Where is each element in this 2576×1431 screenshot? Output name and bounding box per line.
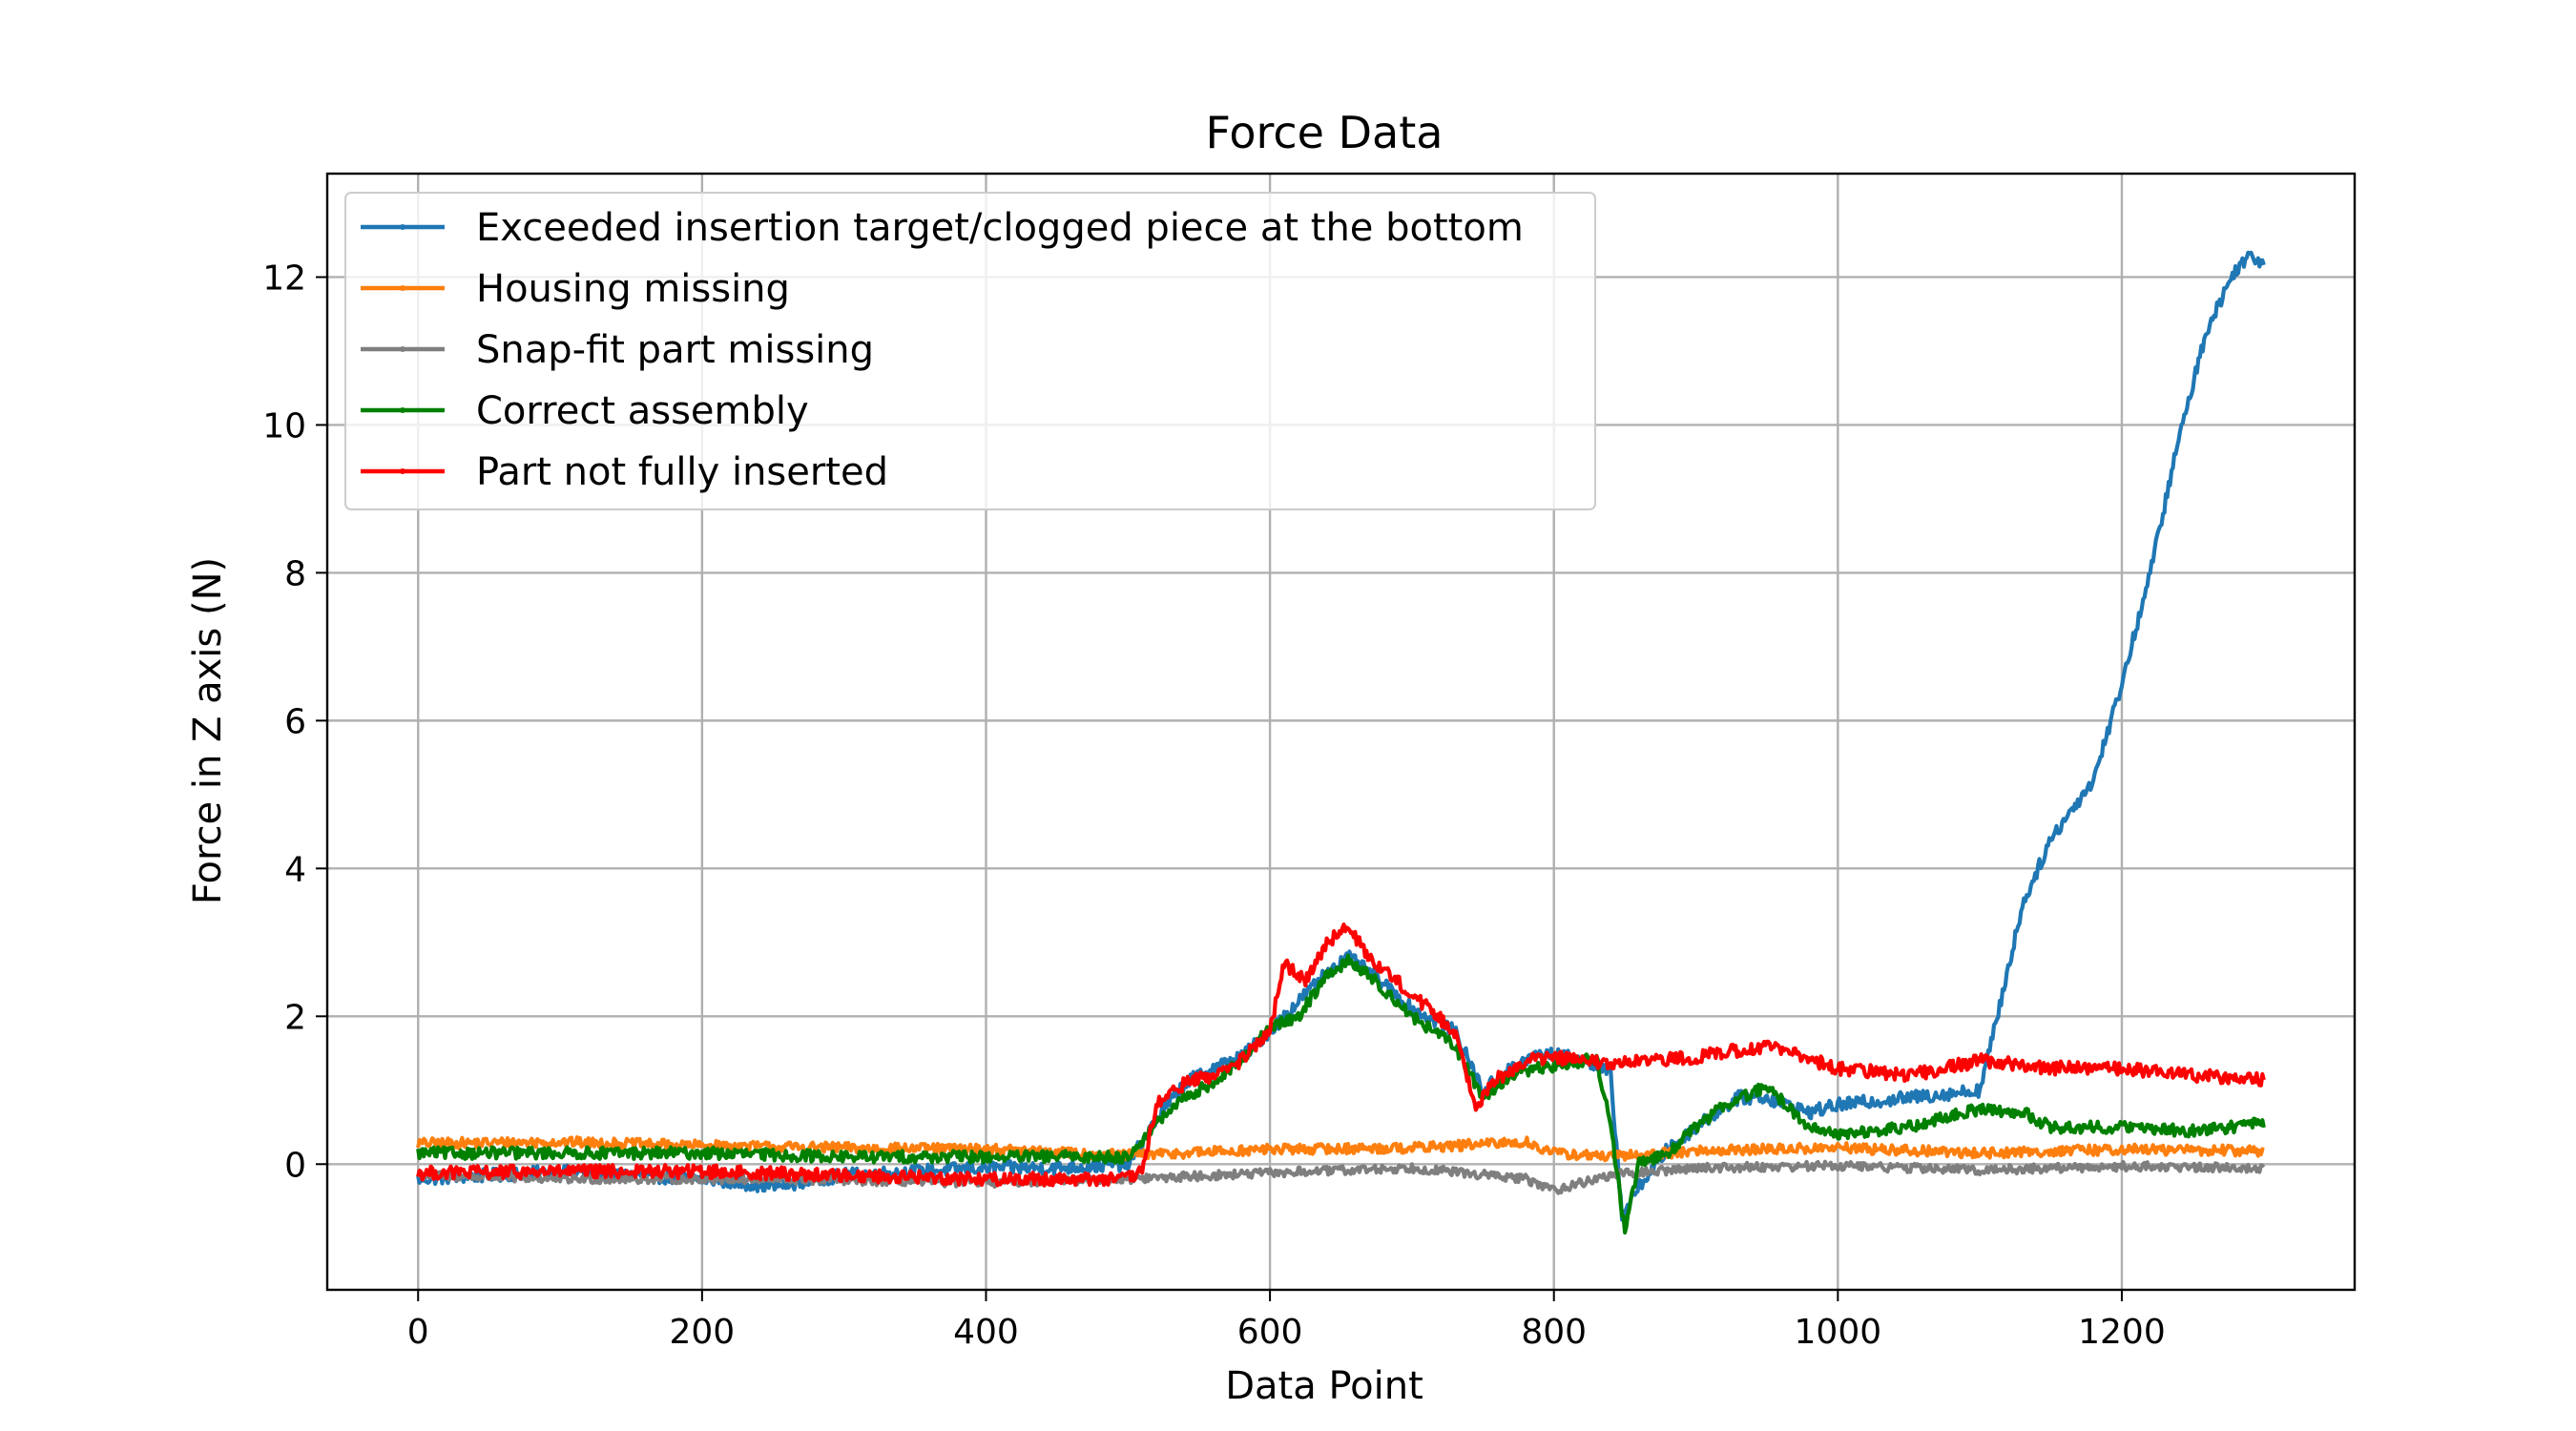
y-tick-label: 6 (284, 702, 306, 741)
chart-title: Force Data (1206, 107, 1444, 158)
x-tick-label: 0 (407, 1313, 429, 1352)
legend-label: Housing missing (476, 267, 790, 311)
legend-label: Exceeded insertion target/clogged piece … (476, 206, 1524, 250)
series-line (416, 923, 2266, 1188)
x-tick-label: 400 (953, 1313, 1019, 1352)
x-tick-label: 1200 (2078, 1313, 2166, 1352)
legend-label: Correct assembly (476, 389, 809, 433)
y-tick-label: 8 (284, 554, 306, 593)
legend-box (344, 192, 1596, 510)
y-axis-title: Force in Z axis (N) (186, 557, 230, 904)
legend-marker (400, 346, 405, 352)
legend-marker (400, 468, 405, 474)
legend-marker (400, 285, 405, 291)
y-tick-label: 4 (284, 850, 306, 889)
plot-frame (325, 172, 2357, 1292)
series-line (416, 953, 2266, 1235)
x-axis-title: Data Point (1225, 1364, 1423, 1408)
series-line (416, 1135, 2265, 1163)
y-tick-label: 12 (262, 259, 306, 298)
y-tick-label: 2 (284, 998, 306, 1037)
x-tick-label: 600 (1237, 1313, 1303, 1352)
legend-marker (400, 407, 405, 413)
legend-marker (400, 224, 405, 230)
x-tick-label: 200 (669, 1313, 735, 1352)
x-tick-label: 1000 (1795, 1313, 1882, 1352)
legend: Exceeded insertion target/clogged piece … (344, 192, 1596, 510)
axis-ticks: 0 200 400 600 800 1000 1200 0 2 4 6 8 10 12 (262, 259, 2166, 1352)
series-lines (416, 250, 2266, 1235)
x-tick-label: 800 (1521, 1313, 1587, 1352)
legend-label: Snap-fit part missing (476, 328, 874, 372)
y-tick-label: 0 (284, 1146, 306, 1185)
legend-label: Part not fully inserted (476, 450, 888, 494)
y-tick-label: 10 (262, 406, 306, 446)
